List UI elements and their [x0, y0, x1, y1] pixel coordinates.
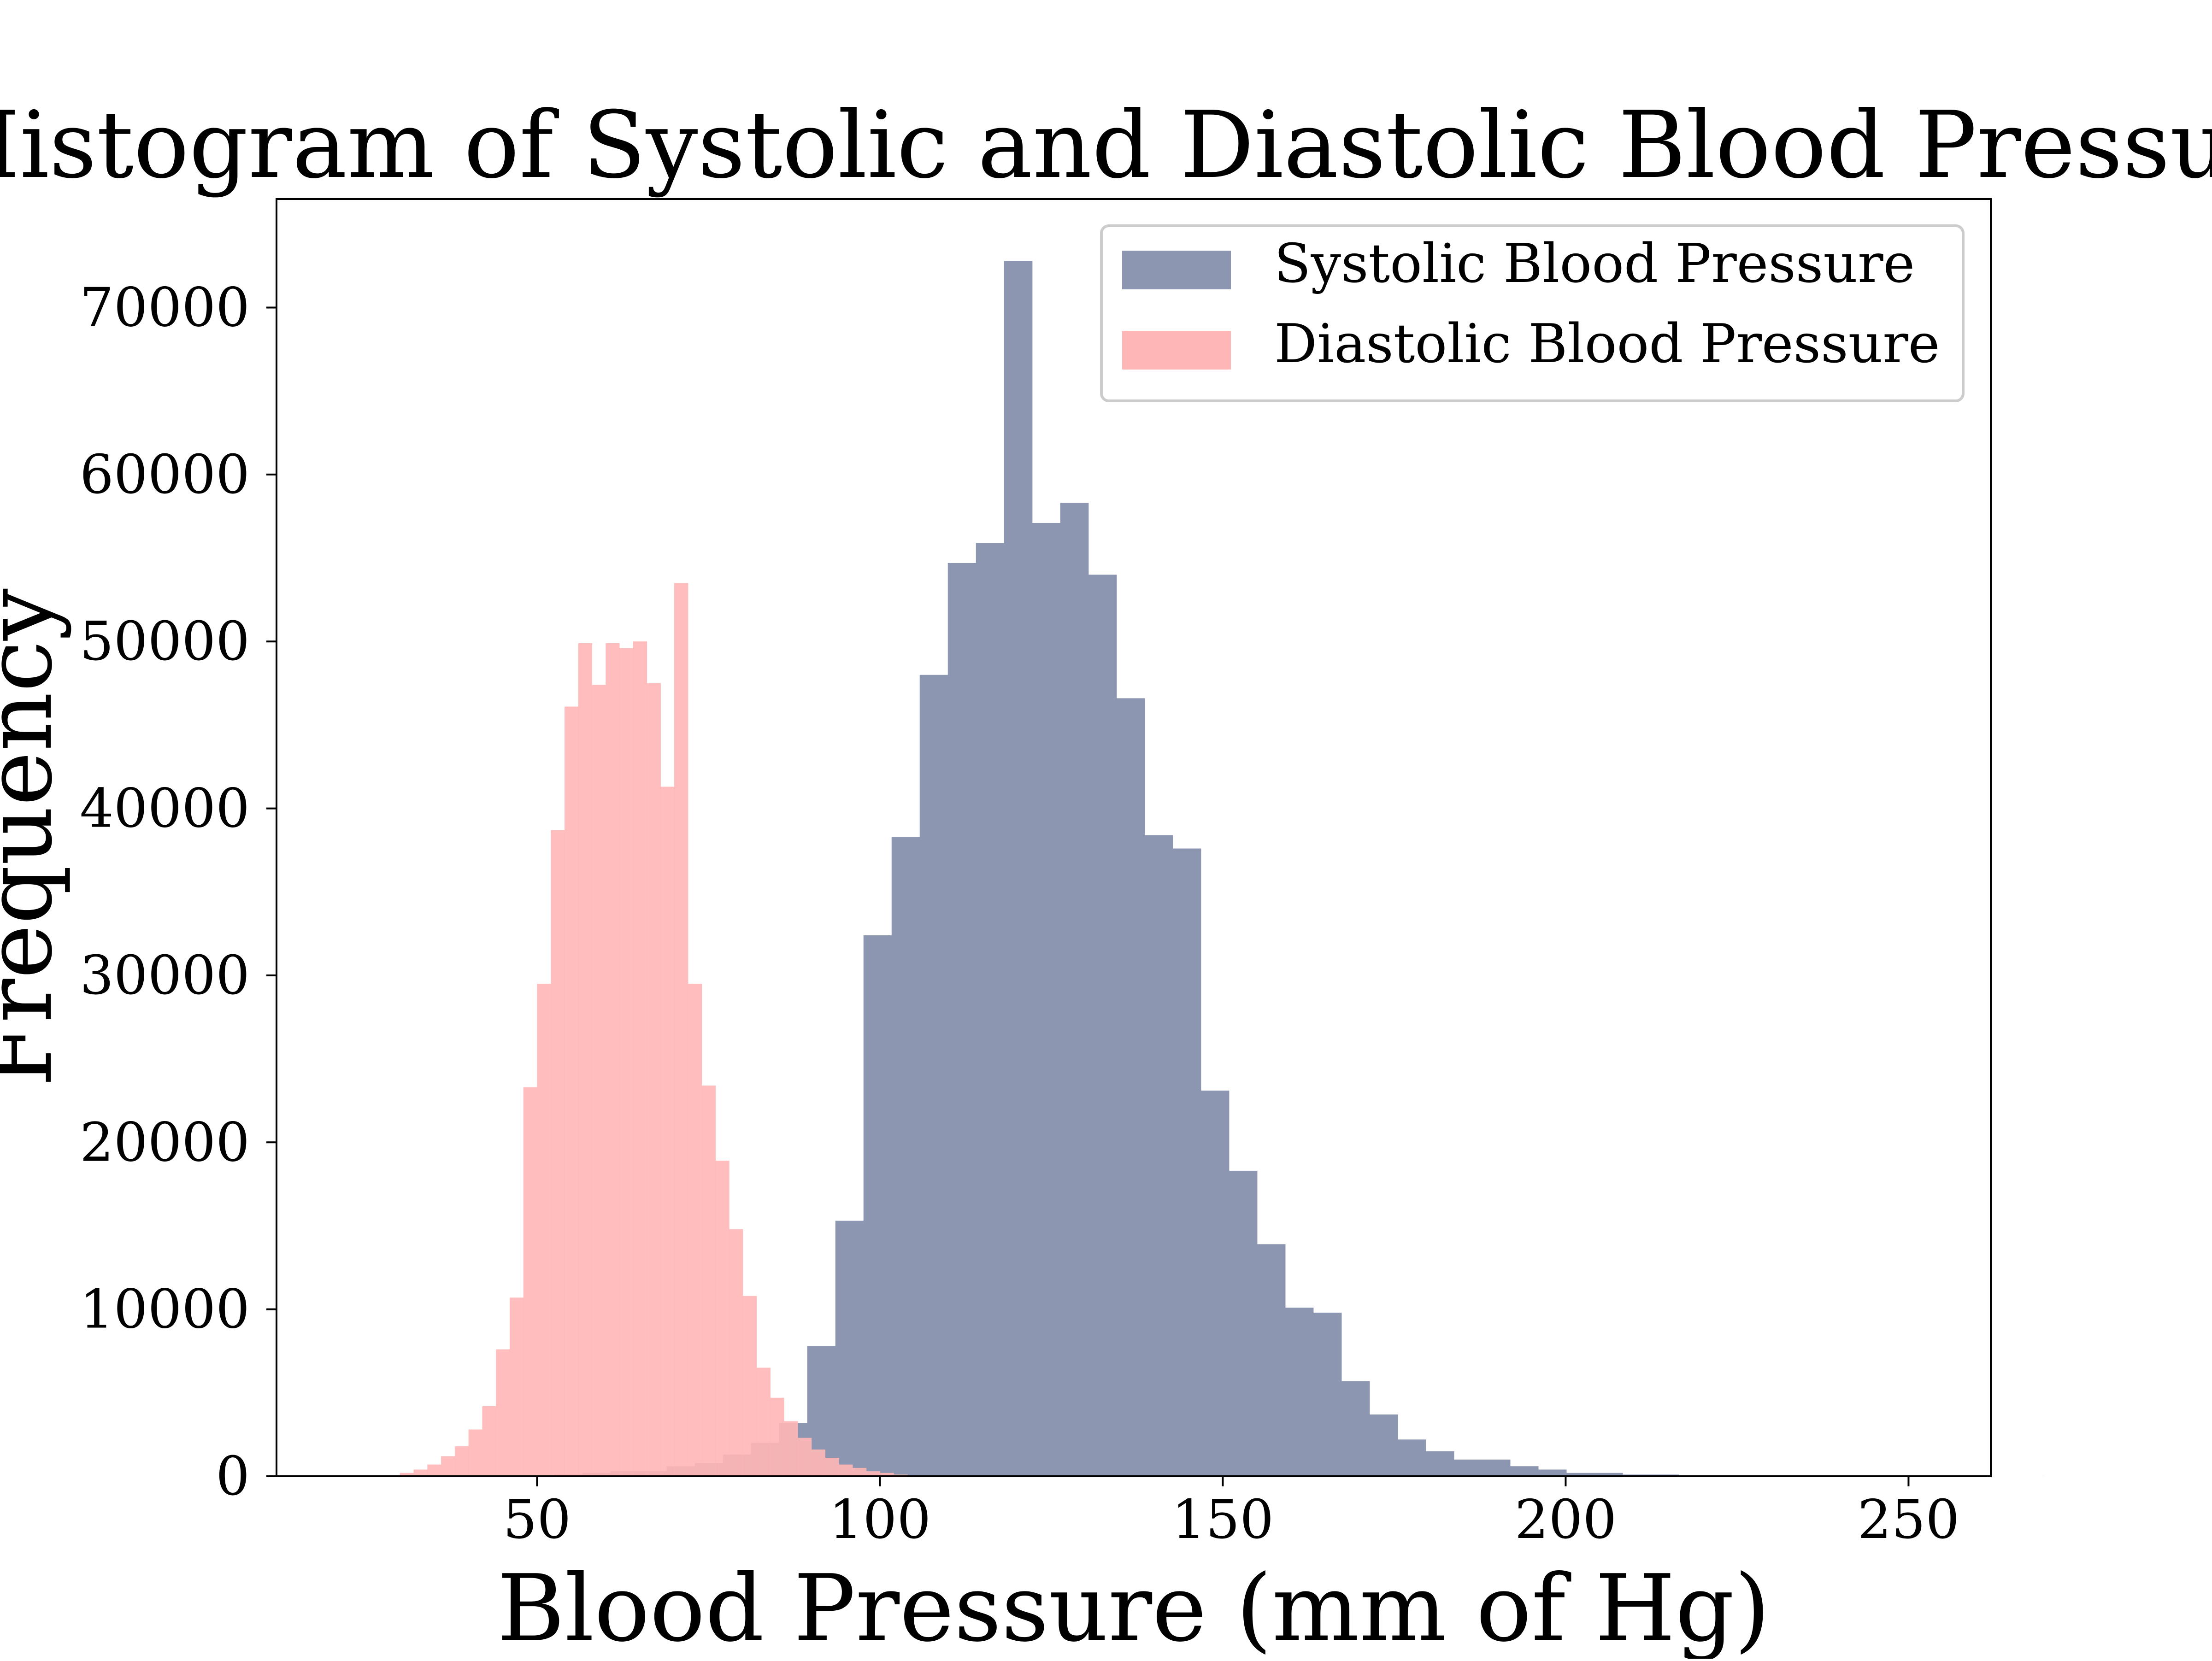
bar-diastolic — [688, 984, 702, 1476]
bar-diastolic — [825, 1458, 839, 1476]
bar-systolic — [1060, 503, 1089, 1476]
bar-diastolic — [660, 786, 674, 1476]
bar-systolic — [1117, 698, 1145, 1476]
bar-systolic — [1538, 1470, 1567, 1476]
bar-diastolic — [784, 1421, 798, 1476]
x-tick-label: 250 — [1858, 1489, 1959, 1551]
bar-diastolic — [729, 1229, 743, 1476]
legend-swatch-systolic — [1122, 251, 1231, 289]
bar-diastolic — [770, 1398, 784, 1476]
bar-diastolic — [427, 1465, 441, 1476]
bar-diastolic — [853, 1468, 866, 1476]
bar-diastolic — [482, 1406, 496, 1476]
bar-systolic — [1201, 1091, 1230, 1476]
y-tick-label: 30000 — [80, 945, 250, 1007]
bar-systolic — [1510, 1466, 1539, 1476]
x-tick-label: 200 — [1515, 1489, 1617, 1551]
bar-systolic — [1426, 1451, 1454, 1476]
bar-diastolic — [674, 583, 688, 1476]
bar-systolic — [1173, 849, 1201, 1476]
bar-diastolic — [812, 1450, 825, 1476]
y-tick-label: 40000 — [80, 778, 250, 840]
bar-systolic — [1145, 835, 1173, 1476]
bar-diastolic — [441, 1456, 455, 1476]
bar-diastolic — [633, 641, 647, 1476]
bar-systolic — [1341, 1381, 1370, 1476]
y-tick-label: 0 — [216, 1445, 250, 1508]
bar-diastolic — [647, 683, 661, 1476]
bar-diastolic — [469, 1430, 482, 1476]
bar-diastolic — [414, 1470, 428, 1476]
bar-systolic — [1454, 1460, 1483, 1476]
bar-systolic — [948, 563, 977, 1476]
bar-diastolic — [702, 1086, 716, 1476]
legend: Systolic Blood Pressure Diastolic Blood … — [1101, 226, 1963, 401]
y-tick-label: 10000 — [80, 1279, 250, 1341]
bar-diastolic — [578, 643, 592, 1476]
y-tick-label: 50000 — [80, 610, 250, 673]
bar-systolic — [1313, 1313, 1342, 1476]
x-tick-label: 150 — [1172, 1489, 1274, 1551]
bar-systolic — [1285, 1308, 1314, 1476]
bar-systolic — [920, 675, 948, 1476]
bar-systolic — [1032, 523, 1061, 1476]
legend-swatch-diastolic — [1122, 331, 1231, 370]
bar-diastolic — [496, 1350, 510, 1476]
bar-diastolic — [757, 1368, 771, 1476]
bar-diastolic — [510, 1297, 524, 1476]
bar-diastolic — [743, 1296, 757, 1476]
bar-diastolic — [592, 685, 606, 1476]
bar-diastolic — [537, 984, 551, 1476]
bar-diastolic — [798, 1438, 812, 1476]
bar-systolic — [892, 837, 920, 1476]
y-tick-label: 20000 — [80, 1111, 250, 1174]
x-tick-label: 50 — [503, 1489, 571, 1551]
bar-diastolic — [565, 707, 578, 1476]
bar-diastolic — [606, 643, 619, 1476]
bar-diastolic — [455, 1446, 469, 1476]
bar-systolic — [1482, 1460, 1511, 1476]
bar-systolic — [1370, 1414, 1398, 1476]
bar-systolic — [1398, 1439, 1426, 1476]
bar-systolic — [976, 543, 1005, 1476]
bar-diastolic — [524, 1087, 537, 1476]
bar-systolic — [1257, 1244, 1286, 1476]
bar-diastolic — [715, 1161, 729, 1476]
x-axis-label: Blood Pressure (mm of Hg) — [497, 1555, 1771, 1659]
bar-systolic — [1004, 261, 1033, 1476]
bar-systolic — [1229, 1171, 1258, 1476]
bar-systolic — [1088, 575, 1117, 1476]
y-tick-label: 70000 — [80, 277, 250, 339]
y-axis-label: Frequency — [0, 588, 73, 1087]
bar-systolic — [864, 935, 892, 1476]
bar-diastolic — [839, 1465, 853, 1476]
legend-label-diastolic: Diastolic Blood Pressure — [1274, 313, 1940, 375]
bar-diastolic — [551, 830, 565, 1476]
y-tick-label: 60000 — [80, 444, 250, 506]
x-tick-label: 100 — [829, 1489, 931, 1551]
legend-label-systolic: Systolic Blood Pressure — [1274, 233, 1915, 295]
bar-diastolic — [619, 648, 633, 1476]
bar-systolic — [835, 1221, 864, 1476]
chart-title: Histogram of Systolic and Diastolic Bloo… — [0, 92, 2212, 199]
